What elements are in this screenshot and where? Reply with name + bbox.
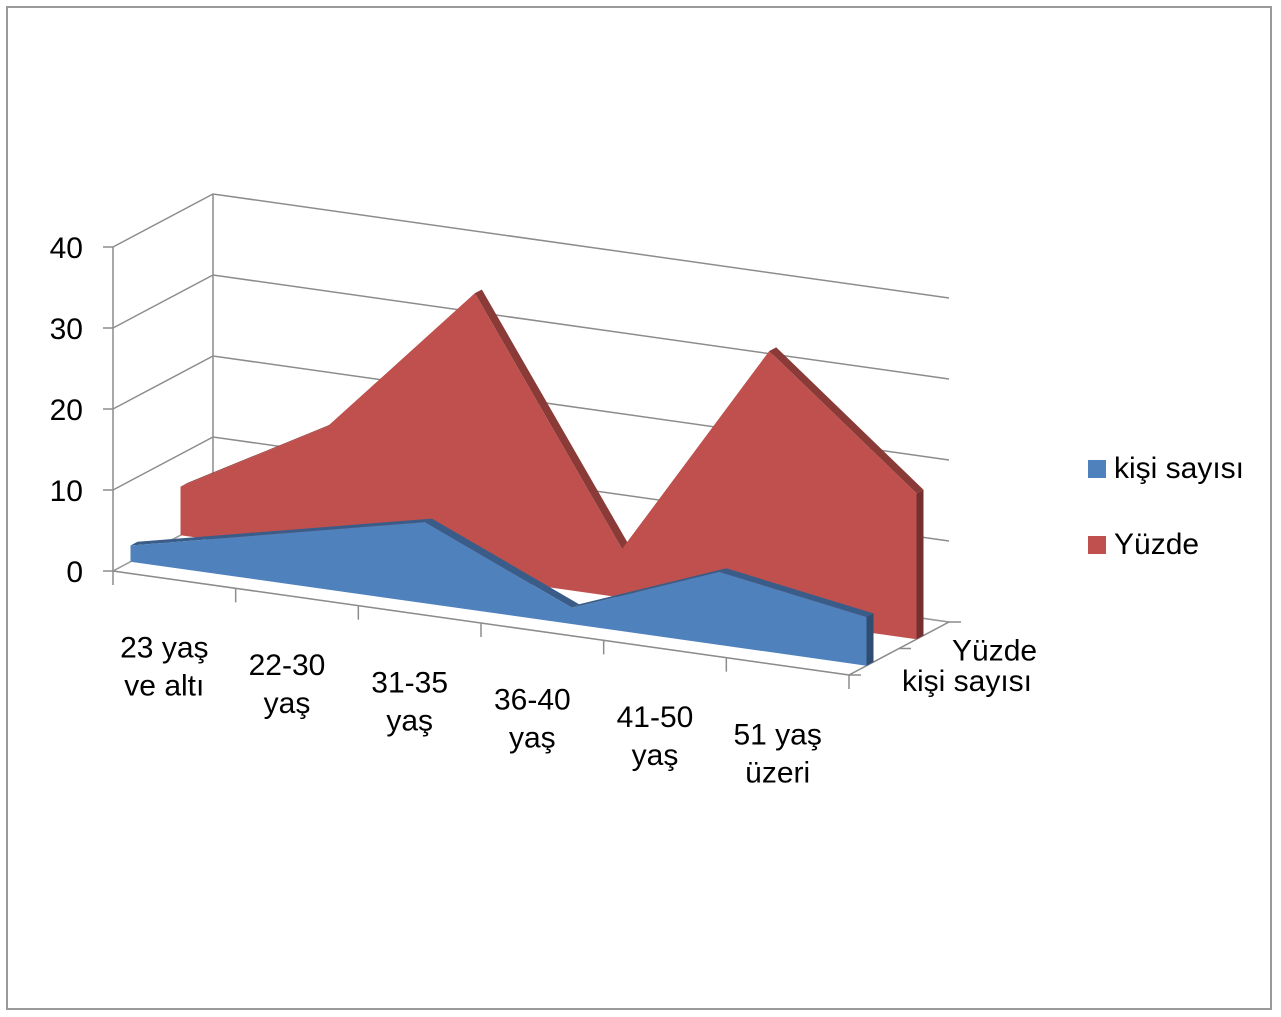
depth-label-0: Yüzde bbox=[952, 634, 1037, 667]
category-label-3: 36-40 yaş bbox=[494, 684, 571, 755]
legend-label-0: kişi sayısı bbox=[1114, 452, 1244, 485]
series-1-top-edge-4 bbox=[769, 347, 924, 494]
series-1-top-edge-2 bbox=[474, 289, 630, 549]
depth-label-1: kişi sayısı bbox=[902, 665, 1032, 698]
series-0-top-edge-4 bbox=[719, 568, 874, 618]
value-tick-label-30: 30 bbox=[50, 313, 83, 346]
value-tick-label-20: 20 bbox=[50, 394, 83, 427]
category-label-1: 22-30 yaş bbox=[249, 649, 326, 720]
series-0-top-edge-2 bbox=[424, 518, 580, 608]
category-labels: 23 yaş ve altı 22-30 yaş 31-35 yaş 36-40 yaş 41-… bbox=[120, 632, 822, 790]
series-0-side bbox=[866, 613, 874, 666]
value-tick-label-10: 10 bbox=[50, 475, 83, 508]
legend-swatch-1 bbox=[1088, 536, 1106, 554]
gridline-40 bbox=[112, 193, 950, 299]
value-tick-label-40: 40 bbox=[50, 232, 83, 265]
tick-labels: 0 10 20 30 40 bbox=[50, 232, 83, 589]
series-0-top-edge-0 bbox=[130, 530, 285, 546]
series-area-1 bbox=[180, 289, 924, 640]
category-label-4: 41-50 yaş bbox=[617, 701, 694, 772]
series-areas bbox=[130, 289, 924, 666]
legend: kişi sayısı Yüzde bbox=[1088, 452, 1244, 561]
series-0-top-edge-1 bbox=[277, 518, 432, 534]
gridline-30 bbox=[112, 274, 950, 380]
series-0-top-edge-3 bbox=[572, 568, 727, 608]
value-tick-label-0: 0 bbox=[66, 556, 83, 589]
category-label-5: 51 yaş üzeri bbox=[733, 718, 821, 789]
category-label-2: 31-35 yaş bbox=[371, 666, 448, 737]
series-area-0 bbox=[130, 518, 874, 666]
axes bbox=[103, 246, 961, 689]
legend-label-1: Yüzde bbox=[1114, 528, 1199, 561]
legend-swatch-0 bbox=[1088, 460, 1106, 478]
series-1-side bbox=[916, 489, 924, 640]
series-0-face bbox=[130, 522, 867, 666]
series-1-top-edge-0 bbox=[180, 422, 335, 487]
category-label-0: 23 yaş ve altı bbox=[120, 632, 208, 703]
